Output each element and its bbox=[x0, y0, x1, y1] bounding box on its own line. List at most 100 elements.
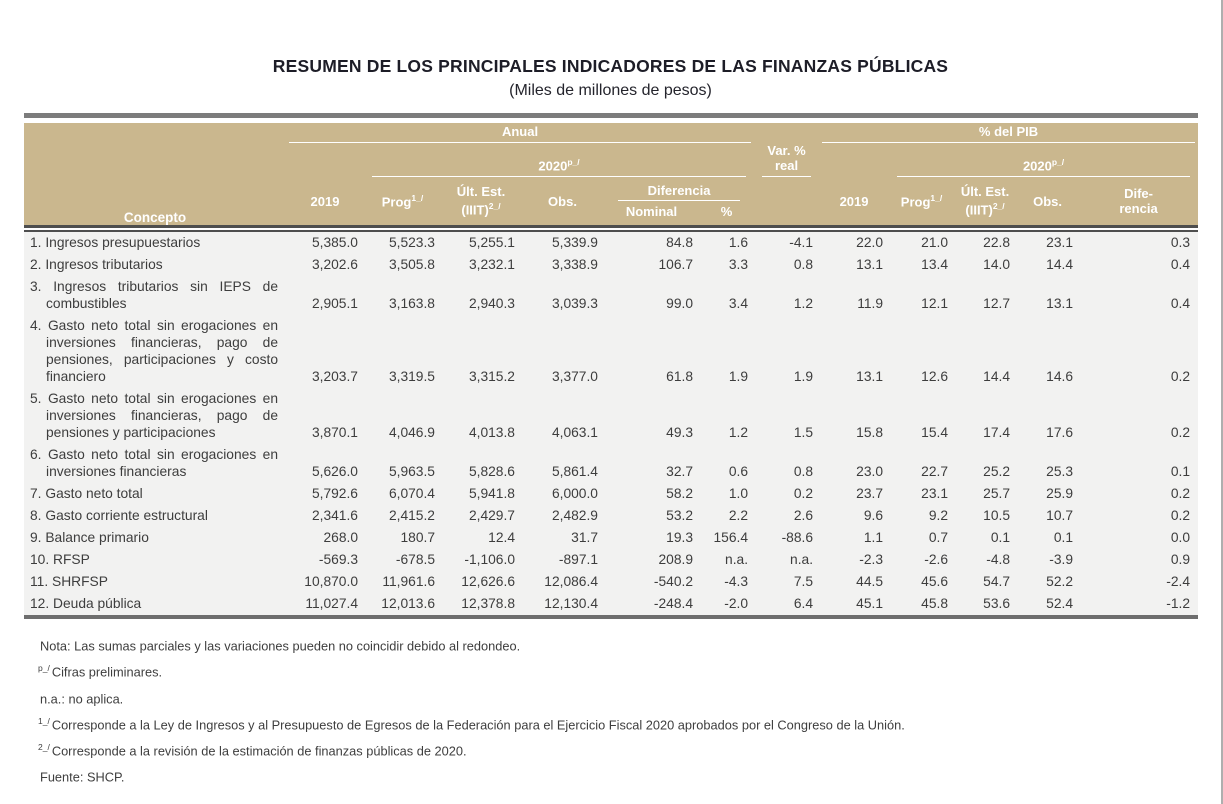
row-value-cell: 0.0 bbox=[1079, 527, 1199, 549]
col-header-concepto: Concepto bbox=[24, 123, 286, 227]
table-bottom-bar bbox=[24, 615, 1199, 619]
row-value-cell: 0.8 bbox=[754, 444, 820, 483]
row-value-cell: 0.2 bbox=[1079, 505, 1199, 527]
row-value-cell: -248.4 bbox=[604, 593, 699, 615]
page-title: RESUMEN DE LOS PRINCIPALES INDICADORES D… bbox=[272, 56, 949, 76]
row-value-cell: 31.7 bbox=[521, 527, 604, 549]
row-value-cell: -1,106.0 bbox=[441, 549, 521, 571]
row-value-cell: 6.4 bbox=[754, 593, 820, 615]
row-value-cell: 1.0 bbox=[699, 483, 755, 505]
row-value-cell: 12,086.4 bbox=[521, 571, 604, 593]
row-value-cell: 3,870.1 bbox=[286, 388, 364, 444]
row-value-cell: 0.1 bbox=[954, 527, 1017, 549]
row-value-cell: 5,828.6 bbox=[441, 444, 521, 483]
row-concept-cell: 6. Gasto neto total sin erogaciones en i… bbox=[24, 444, 286, 483]
row-value-cell: 3,203.7 bbox=[286, 315, 364, 388]
row-value-cell: 53.6 bbox=[954, 593, 1017, 615]
row-value-cell: 0.2 bbox=[1079, 388, 1199, 444]
row-value-cell: 1.2 bbox=[699, 388, 755, 444]
row-value-cell: 11.9 bbox=[819, 276, 890, 315]
row-value-cell: 0.2 bbox=[1079, 315, 1199, 388]
header-2020-pib: 2020p_/ bbox=[889, 143, 1199, 177]
table-row: 12. Deuda pública 11,027.4 12,013.6 12,3… bbox=[24, 593, 1199, 615]
row-value-cell: 5,963.5 bbox=[364, 444, 441, 483]
row-value-cell: 3.4 bbox=[699, 276, 755, 315]
row-value-cell: 0.1 bbox=[1079, 444, 1199, 483]
row-value-cell: 52.2 bbox=[1016, 571, 1080, 593]
row-value-cell: -2.0 bbox=[699, 593, 755, 615]
row-value-cell: 0.7 bbox=[889, 527, 955, 549]
table-row: 8. Gasto corriente estructural 2,341.6 2… bbox=[24, 505, 1199, 527]
row-value-cell: 52.4 bbox=[1016, 593, 1080, 615]
row-value-cell: 32.7 bbox=[604, 444, 699, 483]
col-header-prog-pib: Prog1_/ bbox=[889, 177, 955, 227]
row-value-cell: -897.1 bbox=[521, 549, 604, 571]
row-value-cell: 0.2 bbox=[1079, 483, 1199, 505]
col-header-ult-est-pib: Últ. Est. (IIIT)2_/ bbox=[954, 177, 1017, 227]
table-header: Concepto Anual % del PIB 2020p_/ Var. % r… bbox=[24, 123, 1199, 227]
table-row: 5. Gasto neto total sin erogaciones en i… bbox=[24, 388, 1199, 444]
row-value-cell: n.a. bbox=[754, 549, 820, 571]
row-concept-cell: 5. Gasto neto total sin erogaciones en i… bbox=[24, 388, 286, 444]
row-value-cell: -4.8 bbox=[954, 549, 1017, 571]
row-value-cell: 1.2 bbox=[754, 276, 820, 315]
row-value-cell: 25.7 bbox=[954, 483, 1017, 505]
row-value-cell: 12.6 bbox=[889, 315, 955, 388]
row-value-cell: 10,870.0 bbox=[286, 571, 364, 593]
row-value-cell: 17.4 bbox=[954, 388, 1017, 444]
footnote: Nota: Las sumas parciales y las variacio… bbox=[40, 638, 521, 654]
title-block: RESUMEN DE LOS PRINCIPALES INDICADORES D… bbox=[0, 0, 1221, 100]
row-value-cell: 13.1 bbox=[819, 315, 890, 388]
row-value-cell: 5,861.4 bbox=[521, 444, 604, 483]
row-concept-cell: 12. Deuda pública bbox=[24, 593, 286, 615]
row-value-cell: 12,130.4 bbox=[521, 593, 604, 615]
row-value-cell: 22.0 bbox=[819, 231, 890, 254]
row-value-cell: 9.2 bbox=[889, 505, 955, 527]
row-value-cell: 23.7 bbox=[819, 483, 890, 505]
col-header-2019-anual: 2019 bbox=[286, 177, 364, 227]
row-concept-cell: 11. SHRFSP bbox=[24, 571, 286, 593]
row-value-cell: 0.1 bbox=[1016, 527, 1080, 549]
row-value-cell: 208.9 bbox=[604, 549, 699, 571]
row-value-cell: 14.4 bbox=[954, 315, 1017, 388]
row-value-cell: 3,315.2 bbox=[441, 315, 521, 388]
col-header-obs-anual: Obs. bbox=[521, 177, 604, 227]
row-value-cell: 5,792.6 bbox=[286, 483, 364, 505]
row-value-cell: 61.8 bbox=[604, 315, 699, 388]
row-value-cell: 5,385.0 bbox=[286, 231, 364, 254]
row-value-cell: -2.6 bbox=[889, 549, 955, 571]
footnotes: Nota: Las sumas parciales y las variacio… bbox=[38, 635, 1221, 785]
row-value-cell: 2,940.3 bbox=[441, 276, 521, 315]
row-value-cell: 45.1 bbox=[819, 593, 890, 615]
row-value-cell: 58.2 bbox=[604, 483, 699, 505]
title-divider bbox=[24, 113, 1198, 118]
row-value-cell: n.a. bbox=[699, 549, 755, 571]
row-value-cell: 2,415.2 bbox=[364, 505, 441, 527]
table-row: 9. Balance primario 268.0 180.7 12.4 31.… bbox=[24, 527, 1199, 549]
row-concept-cell: 9. Balance primario bbox=[24, 527, 286, 549]
row-value-cell: 4,046.9 bbox=[364, 388, 441, 444]
header-body-separator bbox=[24, 225, 1199, 232]
col-header-ult-est-anual: Últ. Est. (IIIT)2_/ bbox=[441, 177, 521, 227]
row-concept-cell: 1. Ingresos presupuestarios bbox=[24, 231, 286, 254]
row-value-cell: 3,163.8 bbox=[364, 276, 441, 315]
row-value-cell: 12,378.8 bbox=[441, 593, 521, 615]
row-value-cell: 12.7 bbox=[954, 276, 1017, 315]
row-value-cell: 23.0 bbox=[819, 444, 890, 483]
row-value-cell: 12.1 bbox=[889, 276, 955, 315]
row-value-cell: 12.4 bbox=[441, 527, 521, 549]
col-header-pct: % bbox=[699, 201, 755, 227]
row-value-cell: 0.4 bbox=[1079, 276, 1199, 315]
row-value-cell: 2,482.9 bbox=[521, 505, 604, 527]
row-value-cell: 1.1 bbox=[819, 527, 890, 549]
row-value-cell: -678.5 bbox=[364, 549, 441, 571]
row-value-cell: 11,961.6 bbox=[364, 571, 441, 593]
col-header-2019-pib: 2019 bbox=[819, 177, 890, 227]
row-value-cell: -88.6 bbox=[754, 527, 820, 549]
row-value-cell: 11,027.4 bbox=[286, 593, 364, 615]
header-spacer bbox=[286, 143, 364, 177]
row-value-cell: 0.6 bbox=[699, 444, 755, 483]
header-spacer bbox=[754, 123, 820, 143]
row-concept-cell: 3. Ingresos tributarios sin IEPS de comb… bbox=[24, 276, 286, 315]
row-value-cell: 3,039.3 bbox=[521, 276, 604, 315]
